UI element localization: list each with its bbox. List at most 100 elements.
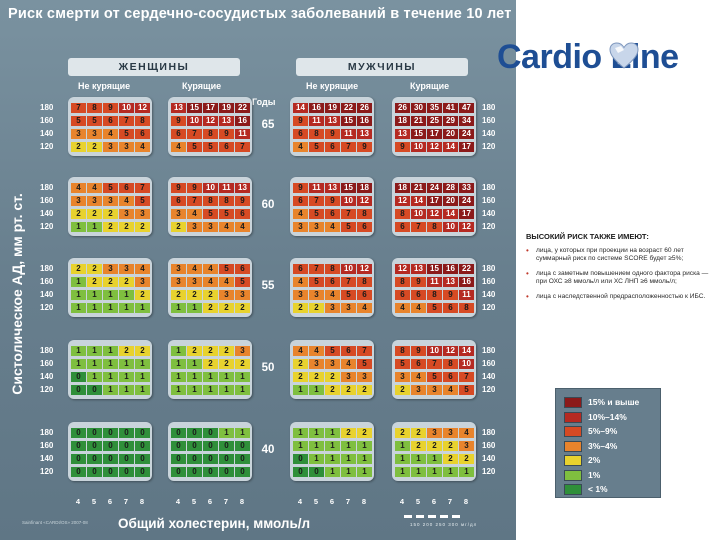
risk-cell: 16 — [235, 116, 250, 126]
note-item: • лица с наследственной предрасположенно… — [526, 291, 712, 301]
risk-cell: 2 — [293, 303, 308, 313]
sbp-tick-label: 180 — [482, 264, 496, 273]
risk-cell: 3 — [71, 196, 86, 206]
risk-cell: 5 — [235, 277, 250, 287]
risk-cell: 7 — [71, 103, 86, 113]
cholesterol-tick-label: 8 — [361, 497, 367, 506]
risk-cell: 7 — [309, 196, 324, 206]
legend-swatch — [564, 455, 582, 466]
risk-cell: 6 — [293, 129, 308, 139]
cholesterol-tick-label: 6 — [107, 497, 113, 506]
high-risk-notes: ВЫСОКИЙ РИСК ТАКЖЕ ИМЕЮТ: • лица, у кото… — [526, 232, 712, 307]
risk-cell: 0 — [203, 454, 218, 464]
sbp-tick-label: 120 — [40, 222, 54, 231]
risk-cell: 17 — [427, 129, 442, 139]
risk-cell: 7 — [235, 142, 250, 152]
risk-cell: 7 — [427, 359, 442, 369]
risk-cell: 0 — [309, 467, 324, 477]
risk-cell: 11 — [309, 116, 324, 126]
cholesterol-tick-label: 8 — [239, 497, 245, 506]
risk-cell: 0 — [219, 454, 234, 464]
legend-label: 5%–9% — [588, 426, 618, 436]
risk-cell: 1 — [235, 428, 250, 438]
legend-label: 1% — [588, 469, 601, 480]
risk-cell: 9 — [293, 183, 308, 193]
risk-cell: 1 — [427, 454, 442, 464]
risk-cell: 19 — [219, 103, 234, 113]
cholesterol-tick-label: 5 — [313, 497, 319, 506]
heart-icon — [609, 42, 639, 69]
risk-cell: 0 — [187, 441, 202, 451]
sbp-tick-label: 120 — [40, 385, 54, 394]
risk-cell: 4 — [203, 277, 218, 287]
risk-cell: 1 — [309, 454, 324, 464]
risk-cell: 5 — [427, 372, 442, 382]
age-label: 50 — [261, 362, 275, 374]
risk-cell: 1 — [309, 441, 324, 451]
risk-cell: 2 — [203, 303, 218, 313]
risk-cell: 2 — [119, 346, 134, 356]
y-axis-label: Систолическое АД, мм рт. ст. — [9, 193, 25, 395]
cholesterol-tick-label: 4 — [75, 497, 81, 506]
notes-heading: ВЫСОКИЙ РИСК ТАКЖЕ ИМЕЮТ: — [526, 232, 649, 241]
risk-cell: 11 — [341, 129, 356, 139]
risk-cell: 8 — [203, 129, 218, 139]
risk-cell: 1 — [103, 372, 118, 382]
risk-cell: 1 — [395, 454, 410, 464]
risk-cell: 1 — [135, 372, 150, 382]
risk-cell: 2 — [87, 209, 102, 219]
risk-cell: 3 — [171, 264, 186, 274]
risk-cell: 10 — [411, 209, 426, 219]
risk-cell: 2 — [341, 385, 356, 395]
risk-cell: 2 — [341, 428, 356, 438]
cholesterol-tick-label: 6 — [431, 497, 437, 506]
risk-cell: 11 — [235, 129, 250, 139]
sbp-tick-label: 140 — [482, 129, 496, 138]
risk-cell: 2 — [459, 454, 474, 464]
sbp-tick-label: 140 — [482, 372, 496, 381]
risk-cell: 2 — [235, 359, 250, 369]
risk-cell: 1 — [203, 372, 218, 382]
risk-cell: 5 — [187, 142, 202, 152]
risk-cell: 15 — [341, 116, 356, 126]
risk-cell: 4 — [443, 385, 458, 395]
risk-cell: 4 — [293, 142, 308, 152]
risk-cell: 8 — [357, 209, 372, 219]
risk-cell: 12 — [459, 222, 474, 232]
risk-cell: 2 — [235, 303, 250, 313]
risk-cell: 13 — [411, 264, 426, 274]
risk-cell: 1 — [395, 467, 410, 477]
risk-cell: 7 — [459, 372, 474, 382]
risk-cell: 6 — [411, 290, 426, 300]
note-text: лица, у которых при проекции на возраст … — [536, 247, 684, 263]
risk-cell: 22 — [459, 264, 474, 274]
risk-cell: 1 — [171, 303, 186, 313]
risk-cell: 15 — [411, 129, 426, 139]
risk-cell: 0 — [71, 428, 86, 438]
legend-row: < 1% — [564, 484, 660, 496]
risk-cell: 4 — [87, 183, 102, 193]
x-axis-label: Общий холестерин, ммоль/л — [118, 516, 311, 531]
risk-cell: 12 — [203, 116, 218, 126]
logo-text: Cardio Line — [497, 38, 679, 76]
risk-cell: 3 — [341, 372, 356, 382]
sbp-tick-label: 160 — [40, 359, 54, 368]
risk-cell: 1 — [325, 467, 340, 477]
risk-cell: 1 — [293, 385, 308, 395]
risk-cell: 4 — [341, 359, 356, 369]
risk-cell: 1 — [135, 303, 150, 313]
risk-cell: 7 — [341, 209, 356, 219]
bullet-icon: • — [526, 291, 529, 301]
risk-cell: 24 — [427, 183, 442, 193]
risk-cell: 14 — [443, 209, 458, 219]
risk-cell: 18 — [357, 183, 372, 193]
risk-cell: 12 — [427, 209, 442, 219]
risk-cell: 2 — [219, 303, 234, 313]
note-text: лица с заметным повышением одного фактор… — [536, 269, 709, 286]
risk-cell: 3 — [293, 222, 308, 232]
risk-cell: 0 — [135, 441, 150, 451]
risk-cell: 0 — [171, 454, 186, 464]
risk-cell: 16 — [443, 264, 458, 274]
risk-cell: 5 — [309, 209, 324, 219]
risk-cell: 9 — [395, 142, 410, 152]
